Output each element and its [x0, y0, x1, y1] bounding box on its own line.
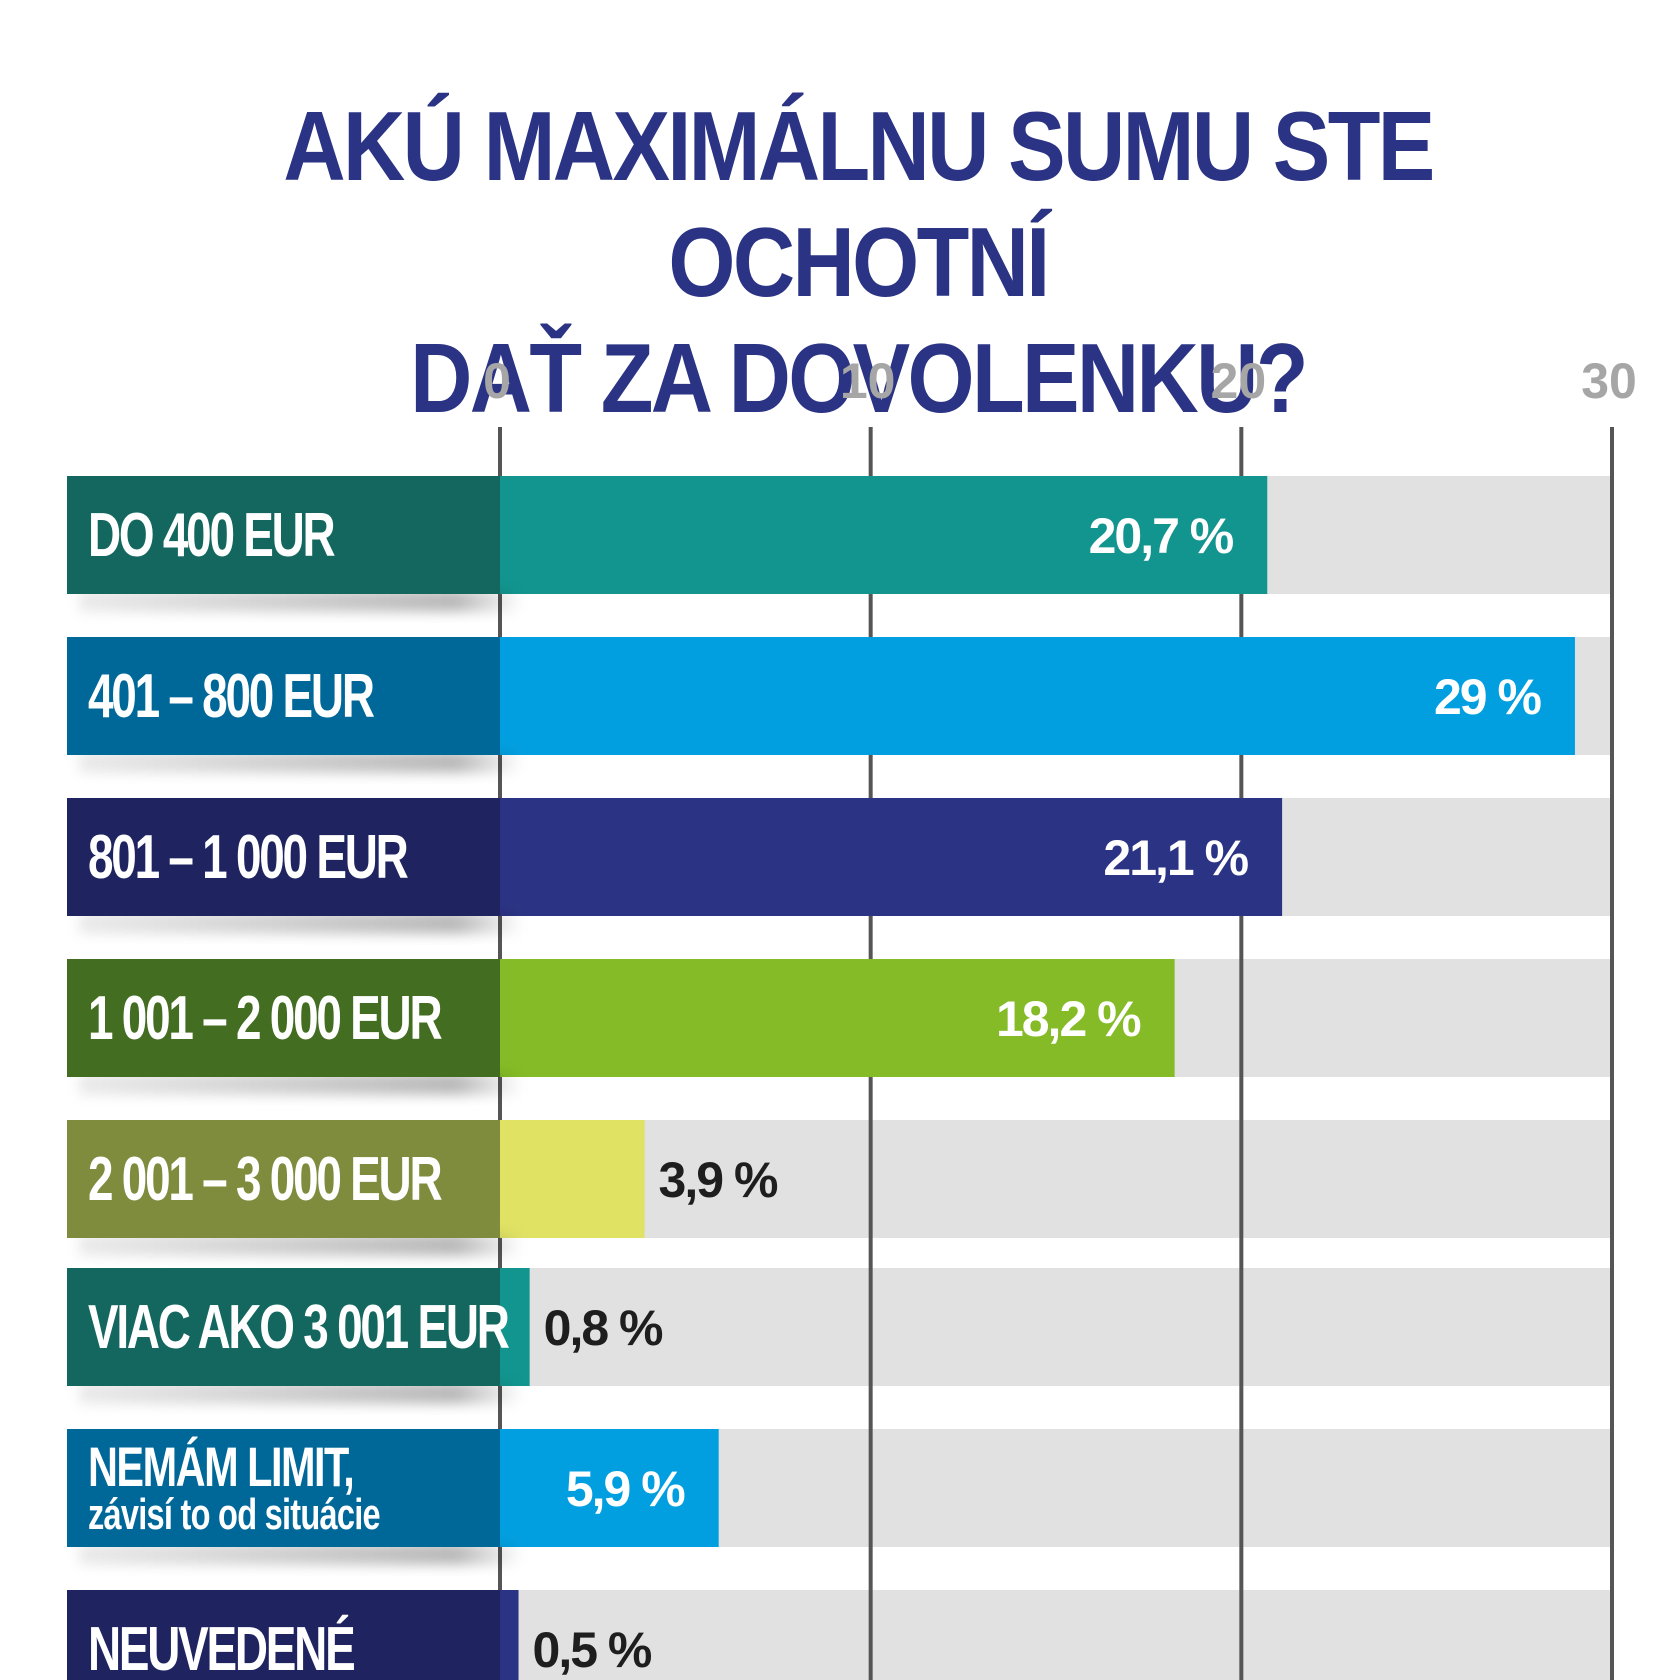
category-label-box — [67, 476, 500, 594]
value-label: 18,2 % — [996, 991, 1141, 1047]
category-label-box — [67, 959, 500, 1077]
label-shadow — [79, 1234, 522, 1256]
value-label: 3,9 % — [659, 1152, 778, 1208]
label-shadow — [79, 590, 522, 612]
x-tick-label: 30 — [1581, 353, 1637, 409]
chart-title-line-2: DAŤ ZA DOVOLENKU? — [410, 323, 1308, 433]
category-label-box — [67, 798, 500, 916]
category-label: NEUVEDENÉ — [88, 1614, 355, 1680]
category-label: NEMÁM LIMIT, — [88, 1435, 353, 1499]
category-label-box — [67, 1590, 500, 1680]
category-label-box — [67, 1429, 500, 1547]
label-shadow — [79, 1382, 522, 1404]
bars — [500, 476, 1575, 1680]
category-label-box — [67, 637, 500, 755]
label-shadow — [79, 1543, 522, 1565]
bar — [500, 476, 1268, 594]
category-label: závisí to od situácie — [88, 1490, 380, 1539]
bar — [500, 637, 1575, 755]
category-label: 801 – 1 000 EUR — [88, 822, 408, 891]
chart-title: AKÚ MAXIMÁLNU SUMU STE OCHOTNÍ DAŤ ZA DO… — [103, 88, 1613, 436]
x-axis-ticks: 0 10 20 30 — [483, 353, 1637, 409]
category-label: 401 – 800 EUR — [88, 661, 375, 730]
value-labels: 20,7 % 29 % 21,1 % 18,2 % 3,9 % 0,8 % 5,9 % 0,5… — [533, 508, 1544, 1678]
x-tick-label: 20 — [1211, 353, 1267, 409]
value-label: 0,8 % — [544, 1300, 663, 1356]
x-tick-label: 0 — [483, 353, 511, 409]
category-label: DO 400 EUR — [88, 500, 335, 569]
value-label: 5,9 % — [566, 1461, 685, 1517]
label-shadow — [79, 912, 522, 934]
category-label-box — [67, 1120, 500, 1238]
bar-track — [500, 1590, 1612, 1680]
category-label-box — [67, 1268, 500, 1386]
bar-track — [500, 1120, 1612, 1238]
label-shadow — [79, 751, 522, 773]
value-label: 20,7 % — [1089, 508, 1234, 564]
bar — [500, 1590, 519, 1680]
bar-track — [500, 1268, 1612, 1386]
value-label: 0,5 % — [533, 1622, 652, 1678]
x-tick-label: 10 — [840, 353, 896, 409]
value-label: 21,1 % — [1103, 830, 1248, 886]
label-shadow — [79, 1073, 522, 1095]
value-label: 29 % — [1434, 669, 1542, 725]
bar — [500, 798, 1283, 916]
bar — [500, 1268, 530, 1386]
label-shadows — [79, 590, 522, 1565]
category-label: VIAC AKO 3 001 EUR — [88, 1292, 510, 1361]
bar — [500, 959, 1175, 1077]
category-label: 1 001 – 2 000 EUR — [88, 983, 442, 1052]
bar — [500, 1120, 645, 1238]
chart-title-line-1: AKÚ MAXIMÁLNU SUMU STE OCHOTNÍ — [283, 91, 1435, 317]
category-label: 2 001 – 3 000 EUR — [88, 1144, 442, 1213]
bar — [500, 1429, 719, 1547]
category-labels: DO 400 EUR 401 – 800 EUR 801 – 1 000 EUR 1 … — [67, 476, 512, 1680]
